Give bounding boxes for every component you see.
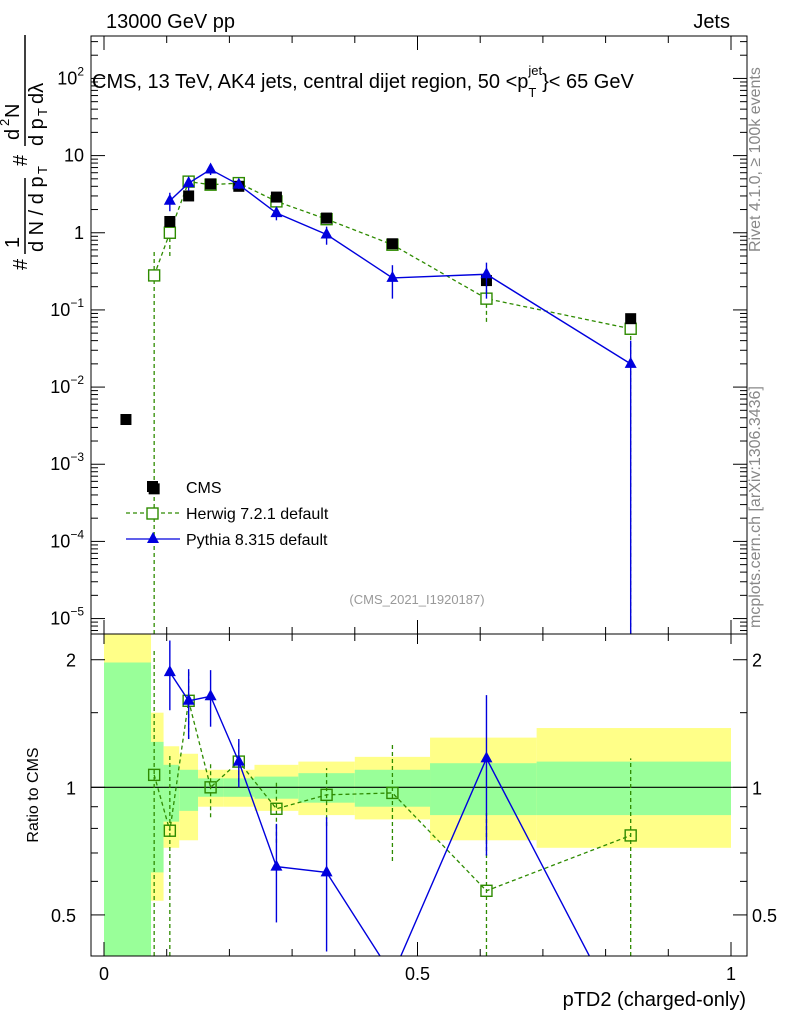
pythia-ratio-line: [169, 671, 591, 956]
cms-point: [270, 191, 282, 203]
pythia-ratio-point: [204, 689, 217, 701]
cms-point: [120, 414, 132, 426]
ratio-tick-label-right: 0.5: [752, 906, 777, 926]
herwig-ratio-line: [153, 700, 631, 892]
y-tick-label: 10−3: [50, 450, 84, 474]
y-tick-label: 10: [64, 146, 84, 166]
y-tick-label: 102: [57, 64, 84, 88]
cms-point: [183, 190, 195, 202]
legend: CMS Herwig 7.2.1 default Pythia 8.315 de…: [126, 480, 329, 549]
herwig-point: [163, 226, 177, 239]
pythia-ratio-point: [163, 665, 176, 677]
legend-label-cms: CMS: [186, 480, 222, 497]
y-tick-label: 10−4: [50, 527, 84, 551]
x-tick-label: 0.5: [405, 964, 430, 984]
ratio-tick-label-right: 1: [752, 778, 762, 798]
herwig-ratio-point: [147, 768, 161, 782]
legend-entry-pythia: Pythia 8.315 default: [126, 532, 328, 549]
pythia-ratio-point: [270, 859, 283, 871]
legend-marker-herwig: [146, 507, 159, 520]
x-tick-label: 0: [99, 964, 109, 984]
herwig-ratio-point: [320, 788, 333, 802]
pythia-point: [270, 206, 283, 218]
cms-point: [625, 313, 637, 325]
legend-marker-cms: [147, 481, 158, 492]
herwig-point: [624, 322, 637, 335]
cms-point: [386, 238, 398, 250]
y-tick-label: 1: [74, 223, 84, 243]
band-green-10: [536, 761, 731, 816]
svg-text:1: 1: [2, 237, 24, 248]
legend-marker-pythia: [147, 532, 159, 543]
axes: 0 0.5 1 102 10 1 10−1 10−2 10−3 10−4 10−5 0.5 0.5 1 1 2…: [50, 36, 777, 984]
plot-title: CMS, 13 TeV, AK4 jets, central dijet reg…: [92, 63, 634, 100]
pythia-point: [163, 193, 176, 205]
pythia-line: [169, 168, 632, 365]
herwig-line: [153, 180, 631, 330]
band-green-1: [151, 741, 164, 873]
band-green-2: [163, 764, 180, 822]
ratio-tick-label: 1: [66, 778, 76, 798]
pythia-point: [204, 162, 217, 174]
svg-text:d N / d p: d N / d p: [26, 176, 48, 252]
band-green-9: [430, 763, 537, 816]
herwig-ratio-point: [163, 824, 177, 837]
svg-text:d p: d p: [26, 118, 48, 146]
pythia-ratio-point: [182, 693, 195, 705]
herwig-ratio-point: [480, 884, 493, 898]
pythia-ratio-point: [232, 754, 245, 766]
svg-text:T: T: [35, 166, 50, 174]
pythia-ratio-point: [320, 865, 333, 877]
legend-label-pythia: Pythia 8.315 default: [186, 532, 328, 549]
main-series: [120, 162, 637, 634]
y-tick-label: 10−5: [50, 605, 84, 629]
herwig-point: [147, 269, 161, 282]
svg-text:#: #: [10, 258, 32, 270]
cms-point: [205, 178, 217, 190]
band-green-0: [104, 662, 152, 956]
ratio-plot-frame: [90, 633, 748, 957]
legend-entry-cms: CMS: [147, 480, 222, 497]
svg-text:#: #: [10, 154, 32, 166]
ratio-series: [147, 640, 637, 956]
y-axis-label: # 1 d N / d p T # d 2 N d p T dλ: [0, 35, 50, 270]
ratio-tick-label-right: 2: [752, 651, 762, 671]
ratio-tick-label: 0.5: [51, 906, 76, 926]
herwig-ratio-point: [624, 829, 637, 842]
svg-text:N: N: [2, 104, 24, 118]
svg-text:2: 2: [0, 119, 12, 126]
herwig-ratio-point: [386, 786, 399, 800]
legend-label-herwig: Herwig 7.2.1 default: [186, 506, 329, 523]
pythia-point: [182, 176, 195, 188]
header-right: Jets: [693, 11, 730, 33]
pythia-point: [386, 270, 399, 282]
svg-text:T: T: [35, 108, 50, 116]
header-left: 13000 GeV pp: [106, 11, 235, 33]
side-label-bottom: mcplots.cern.ch [arXiv:1306.3436]: [747, 386, 764, 628]
x-axis-label: pTD2 (charged-only): [563, 989, 746, 1011]
pythia-ratio-point: [480, 751, 493, 763]
x-tick-label: 1: [726, 964, 736, 984]
ratio-tick-label: 2: [66, 651, 76, 671]
y-tick-label: 10−1: [50, 296, 84, 320]
ratio-bands: [91, 634, 747, 956]
herwig-ratio-point: [204, 781, 217, 794]
pythia-point: [480, 267, 493, 279]
cms-point: [321, 212, 333, 224]
ratio-y-label: Ratio to CMS: [25, 747, 42, 842]
side-label-top: Rivet 4.1.0, ≥ 100k events: [747, 67, 764, 252]
analysis-watermark: (CMS_2021_I1920187): [349, 592, 484, 607]
svg-text:d: d: [2, 129, 24, 140]
y-tick-label: 10−2: [50, 373, 84, 397]
legend-entry-herwig: Herwig 7.2.1 default: [126, 506, 329, 523]
herwig-ratio-point: [270, 802, 283, 815]
pythia-point: [320, 227, 333, 239]
pythia-point: [232, 177, 245, 189]
pythia-point: [624, 356, 637, 368]
cms-point: [164, 215, 176, 227]
band-green-3: [179, 769, 199, 811]
svg-text:dλ: dλ: [26, 83, 48, 104]
